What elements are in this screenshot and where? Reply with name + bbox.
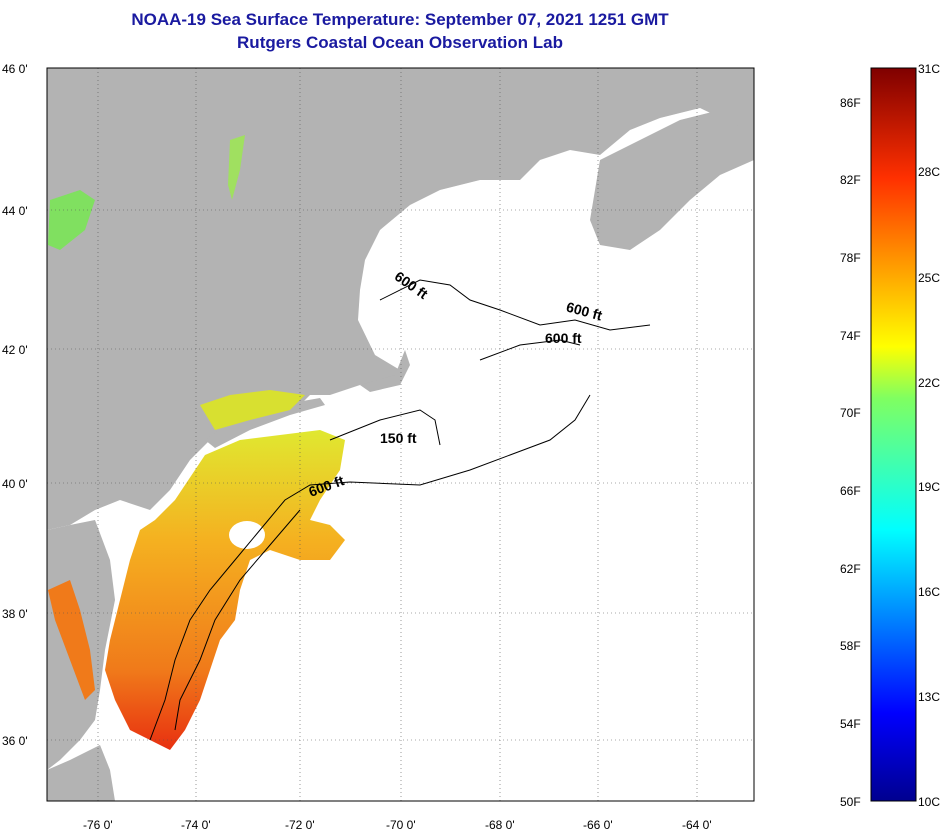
lat-label-36: 36 0' [2,734,28,748]
cbar-c-25: 25C [918,271,941,285]
cbar-f-58: 58F [840,639,861,653]
cbar-f-86: 86F [840,96,861,110]
lon-label-74: -74 0' [181,818,211,832]
sst-patch-lake [48,190,95,250]
colorbar [870,67,917,802]
cbar-c-22: 22C [918,376,941,390]
cloud-gap [229,521,265,549]
contour-label-600-c: 600 ft [545,330,582,346]
lon-label-70: -70 0' [386,818,416,832]
land-long-island [205,398,325,448]
sst-field-chesapeake [48,580,95,700]
cbar-f-70: 70F [840,406,861,420]
sst-field-main [105,430,345,750]
land-south [47,745,115,801]
map-title: NOAA-19 Sea Surface Temperature: Septemb… [131,10,669,29]
land-nova-scotia [590,110,754,250]
cbar-c-28: 28C [918,165,941,179]
cbar-c-10: 10C [918,795,941,809]
bathymetry-contours [149,279,651,741]
map-border [46,67,755,802]
sst-patch-lake-2 [228,135,245,200]
lon-label-66: -66 0' [583,818,613,832]
land-cape-cod [360,350,410,392]
cbar-c-13: 13C [918,690,941,704]
cbar-f-50: 50F [840,795,861,809]
lat-label-46: 46 0' [2,62,28,76]
cbar-f-62: 62F [840,562,861,576]
cbar-f-66: 66F [840,484,861,498]
lon-label-68: -68 0' [485,818,515,832]
cbar-f-78: 78F [840,251,861,265]
cbar-c-31: 31C [918,62,941,76]
cbar-f-54: 54F [840,717,861,731]
lon-label-76: -76 0' [83,818,113,832]
cbar-f-82: 82F [840,173,861,187]
lat-label-42: 42 0' [2,343,28,357]
lat-label-44: 44 0' [2,204,28,218]
cbar-c-16: 16C [918,585,941,599]
sst-field-long-island-sound [200,390,305,430]
cbar-c-19: 19C [918,480,941,494]
map-subtitle: Rutgers Coastal Ocean Observation Lab [237,33,563,52]
lon-label-72: -72 0' [285,818,315,832]
cbar-f-74: 74F [840,329,861,343]
lat-label-38: 38 0' [2,607,28,621]
contour-label-150: 150 ft [380,430,417,446]
lon-label-64: -64 0' [682,818,712,832]
map-content [47,68,754,801]
lat-label-40: 40 0' [2,477,28,491]
